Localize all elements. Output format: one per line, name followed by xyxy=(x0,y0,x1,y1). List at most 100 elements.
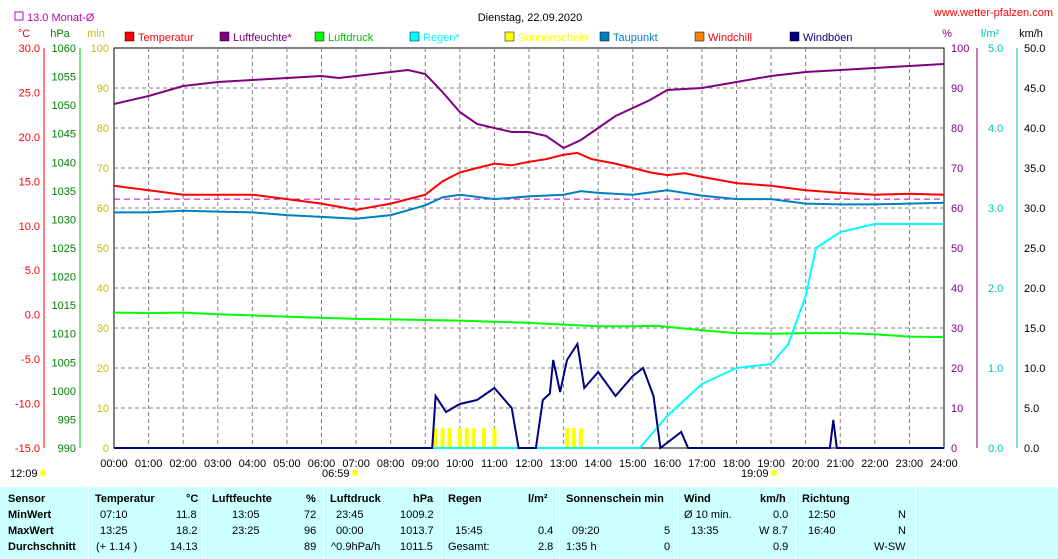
min-tick-label: 0 xyxy=(103,443,109,455)
rain-max-time: 15:45 xyxy=(455,525,483,537)
hour-tick-label: 14:00 xyxy=(584,458,612,470)
rain-sum-label: Gesamt: xyxy=(448,541,490,553)
hum-max-time: 23:25 xyxy=(232,525,260,537)
unit-min: min xyxy=(87,28,105,40)
hum-col-unit: % xyxy=(306,493,316,505)
sun-sum: 0 xyxy=(664,541,671,553)
wind-tick-label: 30.0 xyxy=(1024,203,1045,215)
hpa-tick-label: 1005 xyxy=(52,357,76,369)
hour-tick-label: 07:00 xyxy=(342,458,370,470)
hour-tick-label: 03:00 xyxy=(204,458,232,470)
temp-max: 18.2 xyxy=(176,525,198,537)
min-tick-label: 60 xyxy=(97,203,109,215)
hour-tick-label: 15:00 xyxy=(619,458,647,470)
hum-col-title: Luftfeuchte xyxy=(212,493,272,505)
sun-marker-icon xyxy=(771,470,777,476)
pct-tick-label: 90 xyxy=(951,83,963,95)
pct-tick-label: 50 xyxy=(951,243,963,255)
hpa-tick-label: 1050 xyxy=(52,100,76,112)
wind-max: W 8.7 xyxy=(759,525,788,537)
pct-tick-label: 60 xyxy=(951,203,963,215)
pct-tick-label: 40 xyxy=(951,283,963,295)
hpa-tick-label: 1015 xyxy=(52,300,76,312)
legend-label: Sonnenschein xyxy=(518,32,588,44)
min-tick-label: 100 xyxy=(91,43,109,55)
rain-tick-label: 1.0 xyxy=(988,363,1003,375)
hpa-tick-label: 1000 xyxy=(52,386,76,398)
temp-tick-label: -10.0 xyxy=(15,399,40,411)
hour-tick-label: 06:00 xyxy=(308,458,336,470)
sunshine-bar xyxy=(471,428,476,448)
unit-celsius: °C xyxy=(18,28,30,40)
gust-line xyxy=(114,341,944,450)
sunshine-bar xyxy=(440,428,445,448)
temp-min: 11.8 xyxy=(176,509,197,521)
legend-label: Windchill xyxy=(708,32,752,44)
dir-col-title: Richtung xyxy=(802,493,850,505)
pct-tick-label: 30 xyxy=(951,323,963,335)
temp-tick-label: -5.0 xyxy=(21,354,40,366)
temperature-line xyxy=(113,151,945,211)
sunshine-bar xyxy=(578,428,583,448)
rain-tick-label: 4.0 xyxy=(988,123,1003,135)
wind-tick-label: 10.0 xyxy=(1024,363,1045,375)
hour-tick-label: 16:00 xyxy=(654,458,682,470)
hpa-tick-label: 1045 xyxy=(52,129,76,141)
wind-tick-label: 0.0 xyxy=(1024,443,1039,455)
wind-tick-label: 20.0 xyxy=(1024,283,1045,295)
hour-tick-label: 08:00 xyxy=(377,458,405,470)
press-min-time: 23:45 xyxy=(336,509,364,521)
sun-max: 5 xyxy=(664,525,671,537)
row-label-sensor: Sensor xyxy=(8,493,46,505)
hour-tick-label: 09:00 xyxy=(411,458,439,470)
min-tick-label: 30 xyxy=(97,323,109,335)
unit-rain: l/m² xyxy=(981,28,1000,40)
min-tick-label: 80 xyxy=(97,123,109,135)
wind-tick-label: 5.0 xyxy=(1024,403,1039,415)
time-markers: 12:09 06:59 19:09 xyxy=(10,468,777,480)
press-min: 1009.2 xyxy=(400,509,434,521)
hour-tick-label: 23:00 xyxy=(896,458,924,470)
wind-tick-label: 15.0 xyxy=(1024,323,1045,335)
pct-tick-label: 80 xyxy=(951,123,963,135)
pct-tick-label: 0 xyxy=(951,443,957,455)
sun-marker-icon xyxy=(40,470,46,476)
wind-min-label: Ø 10 min. xyxy=(684,509,732,521)
hour-tick-label: 13:00 xyxy=(550,458,578,470)
hpa-tick-label: 1060 xyxy=(52,43,76,55)
dir-min: N xyxy=(898,509,906,521)
stats-table: Sensor MinWert MaxWert Durchschnitt Temp… xyxy=(0,487,1058,559)
hour-tick-label: 18:00 xyxy=(723,458,751,470)
hour-tick-label: 24:00 xyxy=(930,458,958,470)
dir-max-time: 16:40 xyxy=(808,525,836,537)
temp-tick-label: 30.0 xyxy=(19,43,40,55)
temp-col-title: Temperatur xyxy=(95,493,155,505)
pct-tick-label: 100 xyxy=(951,43,969,55)
legend-swatch xyxy=(124,31,135,42)
legend-label: Regen* xyxy=(423,32,460,44)
dir-avg: W-SW xyxy=(874,541,906,553)
pct-tick-label: 20 xyxy=(951,363,963,375)
temp-tick-label: 5.0 xyxy=(25,265,40,277)
row-label-min: MinWert xyxy=(8,509,52,521)
hour-tick-label: 00:00 xyxy=(100,458,128,470)
temp-tick-label: -15.0 xyxy=(15,443,40,455)
hour-tick-label: 20:00 xyxy=(792,458,820,470)
legend-label: Luftfeuchte* xyxy=(233,32,292,44)
dewpoint-line xyxy=(114,189,945,220)
wind-tick-label: 50.0 xyxy=(1024,43,1045,55)
min-tick-label: 40 xyxy=(97,283,109,295)
rain-tick-label: 2.0 xyxy=(988,283,1003,295)
pct-tick-label: 10 xyxy=(951,403,963,415)
hour-tick-label: 17:00 xyxy=(688,458,716,470)
humidity-line xyxy=(113,63,945,150)
site-link[interactable]: www.wetter-pfalzen.com xyxy=(933,7,1053,19)
rain-max: 0.4 xyxy=(538,525,554,537)
legend-label: Windböen xyxy=(803,32,853,44)
legend: Temperatur Luftfeuchte* Luftdruck Regen* Son… xyxy=(124,31,853,44)
hour-tick-label: 22:00 xyxy=(861,458,889,470)
unit-kmh: km/h xyxy=(1019,28,1043,40)
wind-avg: 0.9 xyxy=(773,541,789,553)
hum-min-time: 13:05 xyxy=(232,509,260,521)
hpa-tick-label: 995 xyxy=(58,414,76,426)
